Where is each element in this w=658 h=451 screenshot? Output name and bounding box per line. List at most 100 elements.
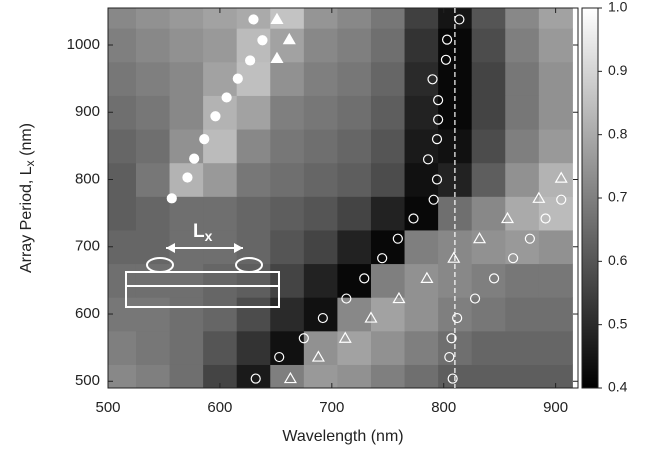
heat-cell (270, 95, 305, 130)
y-tick-label: 500 (75, 372, 100, 389)
marker-circle (232, 73, 243, 84)
heat-cell (404, 95, 439, 130)
heat-cell (538, 263, 573, 298)
inset-particle (146, 257, 174, 273)
heat-cell (505, 61, 540, 96)
marker-circle (428, 194, 439, 205)
colorbar-tick-label: 0.6 (608, 252, 628, 268)
marker-triangle (270, 51, 284, 64)
heat-cell (471, 8, 506, 29)
heat-cell (108, 61, 137, 96)
heat-cell (404, 364, 439, 388)
heat-cell (270, 263, 305, 298)
heat-cell (270, 162, 305, 197)
heat-cell (169, 8, 204, 29)
marker-triangle (420, 271, 434, 283)
heat-cell (538, 8, 573, 29)
inset-label-main: L (193, 221, 205, 242)
y-tick-label: 800 (75, 170, 100, 187)
heat-cell (169, 95, 204, 130)
marker-triangle (338, 331, 352, 343)
heat-cell (471, 162, 506, 197)
heat-cell (135, 330, 171, 365)
marker-circle (359, 273, 370, 284)
marker-circle (245, 55, 256, 66)
marker-triangle (311, 350, 325, 362)
marker-triangle (500, 211, 515, 224)
heat-cell (108, 8, 137, 29)
marker-circle (507, 253, 519, 264)
heat-cell (135, 162, 171, 197)
heat-cell (303, 162, 338, 197)
heat-cell (471, 196, 506, 231)
marker-circle (248, 14, 259, 25)
colorbar-tick-label: 0.8 (608, 125, 628, 141)
heat-cell (538, 229, 573, 265)
heat-cell (236, 28, 271, 63)
heat-cell (203, 28, 238, 63)
marker-triangle (392, 291, 406, 304)
marker-circle (540, 213, 551, 224)
heat-cell (471, 129, 506, 164)
heat-cell (337, 330, 372, 365)
marker-triangle (447, 251, 461, 263)
marker-circle (377, 253, 388, 264)
marker-circle (524, 233, 535, 244)
heat-cell (169, 263, 204, 298)
heat-cell (236, 364, 271, 388)
marker-triangle (472, 231, 487, 244)
heat-cell (471, 330, 506, 365)
heatmap (108, 8, 573, 388)
marker-circle (556, 194, 567, 205)
heat-cell (303, 330, 338, 365)
heat-cell (337, 297, 372, 332)
heat-cell (303, 8, 338, 29)
inset-label: Lx (193, 221, 213, 244)
x-tick-label: 500 (95, 399, 120, 416)
heat-cell (236, 162, 271, 197)
inset-arrowheads (166, 243, 243, 253)
heat-cell (337, 8, 372, 29)
heat-cell (169, 61, 204, 96)
marker-circle (221, 92, 232, 103)
heat-cell (370, 364, 406, 388)
marker-circle (408, 213, 419, 224)
heat-cell (404, 129, 439, 164)
marker-circle (166, 193, 177, 204)
heat-cell (135, 364, 171, 388)
heat-cell (303, 364, 338, 388)
heat-cell (108, 263, 137, 298)
marker-triangle (532, 191, 546, 203)
y-axis-label: Array Period, Lx (nm) (18, 123, 37, 273)
marker-circle (182, 172, 193, 183)
heat-cell (270, 330, 305, 365)
heat-cell (270, 297, 305, 332)
heat-cell (203, 95, 238, 130)
heat-cell (169, 364, 204, 388)
marker-circle (250, 373, 261, 384)
heat-cell (505, 8, 540, 29)
heat-cell (203, 162, 238, 197)
y-label-part: Array Period, L (18, 166, 35, 273)
heat-cell (108, 129, 137, 164)
heat-cell (370, 196, 406, 231)
heat-cell (270, 129, 305, 164)
marker-circle (341, 293, 352, 304)
heat-cell (203, 129, 238, 164)
marker-circle (444, 351, 455, 363)
y-tick-label: 600 (75, 305, 100, 322)
heat-cell (169, 28, 204, 63)
heat-cell (203, 364, 238, 388)
heat-cell (404, 263, 439, 298)
marker-circle (433, 95, 444, 106)
heat-cell (404, 196, 439, 231)
heat-cell (404, 8, 439, 29)
heat-cell (370, 229, 406, 265)
heat-cell (370, 263, 406, 298)
heat-cell (108, 196, 137, 231)
marker-circle (422, 154, 434, 165)
heat-cell (404, 229, 439, 265)
heat-cell (236, 263, 271, 298)
heat-cell (337, 364, 372, 388)
marker-triangle (554, 171, 568, 183)
